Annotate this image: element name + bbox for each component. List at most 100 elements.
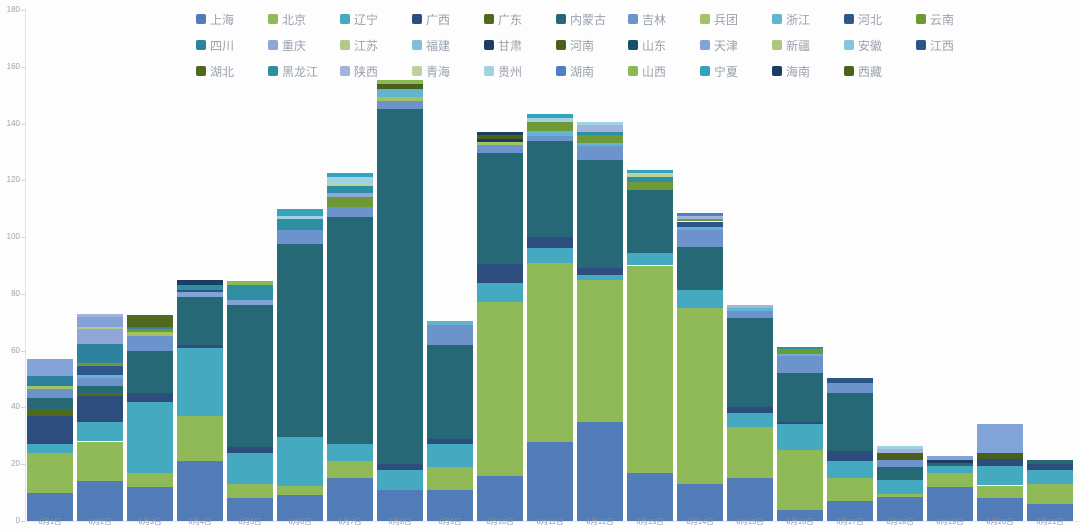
bar-segment-天津-6月4日[interactable] [177,292,223,297]
legend-item-甘肃[interactable]: 甘肃 [484,32,556,58]
bar-segment-天津-6月5日[interactable] [227,299,273,306]
bar-segment-兵团-6月8日[interactable] [377,96,423,101]
legend-item-广东[interactable]: 广东 [484,6,556,32]
bar-segment-黑龙江-6月16日[interactable] [777,347,823,350]
bar-segment-吉林-6月11日[interactable] [527,136,573,141]
bar-segment-云南-6月14日[interactable] [677,218,723,222]
bar-segment-山西-6月8日[interactable] [377,79,423,84]
bar-segment-上海-6月2日[interactable] [77,481,123,521]
bar-segment-北京-6月15日[interactable] [727,427,773,479]
bar-segment-吉林-6月18日[interactable] [877,459,923,468]
bar-segment-海南-6月10日[interactable] [477,132,523,135]
bar-segment-辽宁-6月6日[interactable] [277,437,323,486]
bar-segment-广东-6月2日[interactable] [77,393,123,397]
bar-segment-重庆-6月7日[interactable] [327,193,373,198]
bar-segment-广西-6月15日[interactable] [727,407,773,414]
bar-segment-黑龙江-6月5日[interactable] [227,285,273,300]
bar-segment-内蒙古-6月21日[interactable] [1027,459,1073,465]
bar-segment-北京-6月13日[interactable] [627,265,673,473]
bar-segment-江苏-6月2日[interactable] [77,326,123,330]
legend-item-河南[interactable]: 河南 [556,32,628,58]
bar-segment-内蒙古-6月15日[interactable] [727,318,773,408]
bar-segment-辽宁-6月7日[interactable] [327,444,373,462]
bar-segment-北京-6月16日[interactable] [777,450,823,510]
bar-segment-内蒙古-6月13日[interactable] [627,190,673,253]
bar-segment-河南-6月10日[interactable] [477,134,523,140]
bar-segment-辽宁-6月10日[interactable] [477,282,523,303]
legend-item-青海[interactable]: 青海 [412,58,484,84]
bar-segment-黑龙江-6月4日[interactable] [177,285,223,290]
bar-segment-辽宁-6月3日[interactable] [127,401,173,473]
legend-item-辽宁[interactable]: 辽宁 [340,6,412,32]
bar-segment-北京-6月10日[interactable] [477,302,523,476]
bar-segment-辽宁-6月20日[interactable] [977,465,1023,486]
bar-segment-兵团-6月3日[interactable] [127,332,173,337]
legend-item-宁夏[interactable]: 宁夏 [700,58,772,84]
bar-segment-北京-6月7日[interactable] [327,461,373,479]
bar-segment-江西-6月4日[interactable] [177,289,223,293]
bar-segment-贵州-6月18日[interactable] [877,445,923,449]
bar-segment-辽宁-6月15日[interactable] [727,413,773,428]
bar-segment-北京-6月3日[interactable] [127,472,173,487]
bar-segment-青海-6月13日[interactable] [627,173,673,178]
bar-segment-四川-6月3日[interactable] [127,326,173,330]
legend-item-陕西[interactable]: 陕西 [340,58,412,84]
legend-item-河北[interactable]: 河北 [844,6,916,32]
bar-segment-陕西-6月18日[interactable] [877,448,923,453]
legend-item-江苏[interactable]: 江苏 [340,32,412,58]
bar-segment-广西-6月11日[interactable] [527,237,573,249]
bar-segment-贵州-6月6日[interactable] [277,215,323,219]
bar-segment-吉林-6月10日[interactable] [477,144,523,154]
bar-segment-云南-6月3日[interactable] [127,329,173,333]
bar-segment-吉林-6月1日[interactable] [27,388,73,398]
bar-segment-上海-6月10日[interactable] [477,475,523,521]
bar-segment-江西-6月17日[interactable] [827,377,873,384]
bar-segment-云南-6月7日[interactable] [327,197,373,208]
bar-segment-广西-6月17日[interactable] [827,451,873,462]
bar-segment-兵团-6月10日[interactable] [477,142,523,145]
bar-segment-辽宁-6月4日[interactable] [177,347,223,416]
bar-segment-黑龙江-6月13日[interactable] [627,177,673,182]
bar-segment-宁夏-6月7日[interactable] [327,173,373,178]
bar-segment-云南-6月2日[interactable] [77,363,123,367]
bar-segment-北京-6月1日[interactable] [27,452,73,493]
bar-segment-陕西-6月12日[interactable] [577,124,623,133]
legend-item-山东[interactable]: 山东 [628,32,700,58]
bar-segment-辽宁-6月11日[interactable] [527,248,573,263]
bar-segment-天津-6月1日[interactable] [27,359,73,377]
bar-segment-北京-6月6日[interactable] [277,485,323,496]
bar-segment-四川-6月1日[interactable] [27,376,73,387]
bar-segment-上海-6月1日[interactable] [27,492,73,521]
bar-segment-吉林-6月15日[interactable] [727,310,773,318]
bar-segment-辽宁-6月1日[interactable] [27,444,73,453]
bar-segment-浙江-6月11日[interactable] [527,130,573,137]
bar-segment-河南-6月18日[interactable] [877,452,923,460]
legend-item-云南[interactable]: 云南 [916,6,988,32]
bar-segment-内蒙古-6月14日[interactable] [677,247,723,290]
bar-segment-上海-6月6日[interactable] [277,495,323,521]
legend-item-北京[interactable]: 北京 [268,6,340,32]
legend-item-贵州[interactable]: 贵州 [484,58,556,84]
bar-segment-内蒙古-6月17日[interactable] [827,393,873,452]
bar-segment-吉林-6月9日[interactable] [427,325,473,345]
bar-segment-甘肃-6月19日[interactable] [927,459,973,463]
bar-segment-辽宁-6月12日[interactable] [577,275,623,280]
bar-segment-北京-6月9日[interactable] [427,467,473,490]
bar-segment-上海-6月18日[interactable] [877,496,923,521]
bar-segment-上海-6月3日[interactable] [127,486,173,521]
bar-segment-黑龙江-6月7日[interactable] [327,186,373,194]
bar-segment-上海-6月14日[interactable] [677,484,723,521]
bar-segment-广西-6月8日[interactable] [377,464,423,470]
legend-item-江西[interactable]: 江西 [916,32,988,58]
bar-segment-内蒙古-6月2日[interactable] [77,386,123,394]
bar-segment-吉林-6月14日[interactable] [677,230,723,248]
bar-segment-云南-6月13日[interactable] [627,181,673,191]
bar-segment-青海-6月7日[interactable] [327,183,373,186]
bar-segment-内蒙古-6月6日[interactable] [277,244,323,438]
bar-segment-上海-6月4日[interactable] [177,461,223,521]
bar-segment-内蒙古-6月19日[interactable] [927,462,973,466]
bar-segment-上海-6月20日[interactable] [977,498,1023,521]
bar-segment-上海-6月17日[interactable] [827,501,873,521]
bar-segment-北京-6月18日[interactable] [877,494,923,497]
bar-segment-广西-6月16日[interactable] [777,421,823,425]
